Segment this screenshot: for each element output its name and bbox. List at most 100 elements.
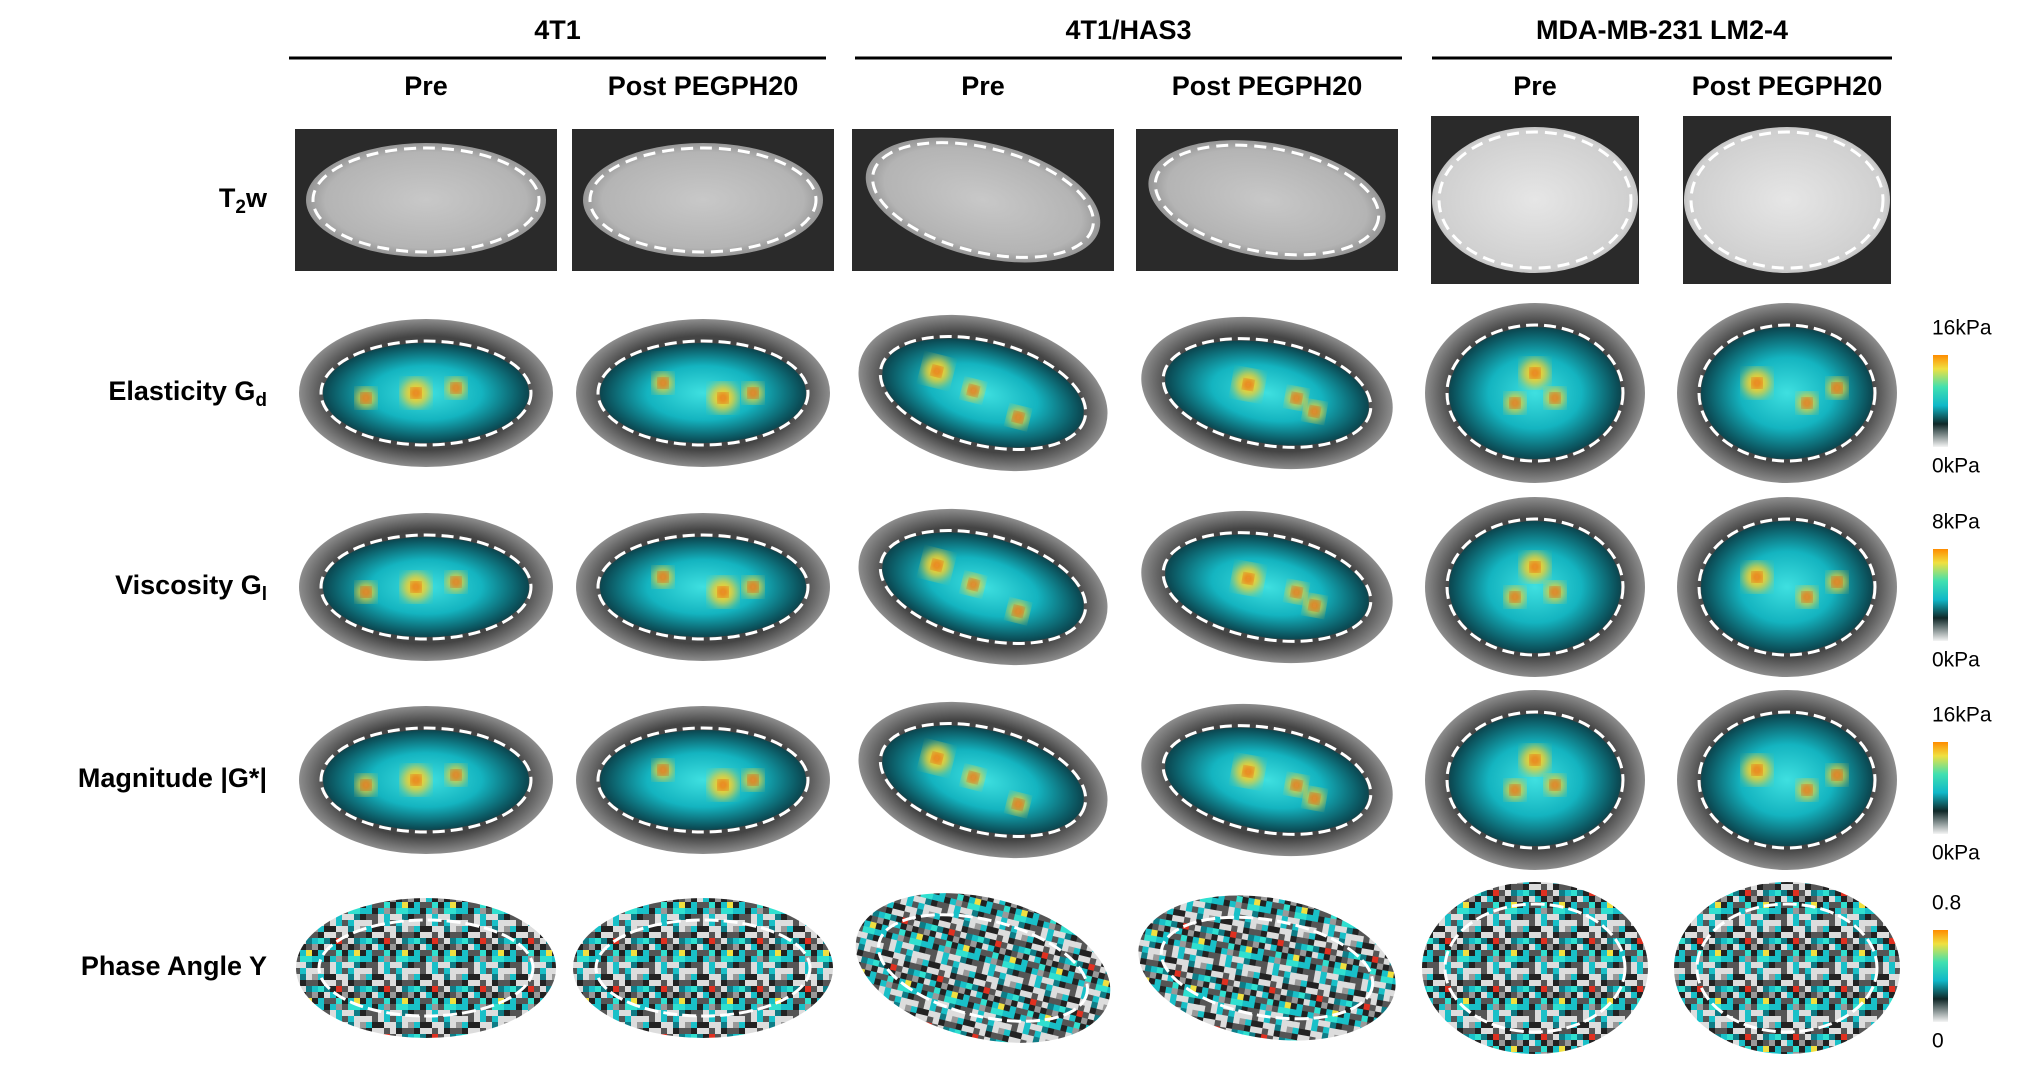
panel	[1141, 316, 1393, 470]
hot-spot-core	[748, 775, 758, 785]
phase-map	[1674, 882, 1900, 1054]
panel	[1677, 690, 1897, 870]
hot-spot-core	[1309, 406, 1320, 417]
hot-spot-core	[748, 582, 758, 592]
panel	[295, 129, 557, 271]
roi-outline	[1159, 915, 1375, 1021]
colorbar-max: 8kPa	[1932, 511, 1980, 534]
map	[1677, 690, 1897, 870]
roi-outline	[1445, 323, 1625, 463]
hot-spot-core	[748, 388, 758, 398]
hot-spot-core	[361, 393, 371, 403]
hot-spot-core	[1013, 606, 1024, 617]
hot-spot-core	[1550, 780, 1560, 790]
hot-spot-core	[411, 388, 421, 398]
map	[1141, 510, 1393, 664]
roi-outline	[596, 726, 810, 834]
colorbar	[1933, 549, 1948, 641]
tumor	[1432, 127, 1638, 273]
roi-outline	[317, 918, 535, 1018]
hot-spot-core	[1832, 383, 1842, 393]
hot-spot-core	[1291, 780, 1302, 791]
tumor-body	[1684, 127, 1890, 273]
panel	[299, 513, 553, 661]
hot-spot-core	[1243, 379, 1254, 390]
hot-spot-core	[1510, 398, 1520, 408]
panel	[855, 893, 1111, 1043]
hot-spot-core	[931, 753, 942, 764]
group-label: 4T1	[534, 15, 581, 45]
roi-outline	[1695, 902, 1879, 1034]
roi-outline	[588, 146, 818, 254]
map	[576, 319, 830, 467]
tumor-body	[865, 137, 1101, 263]
roi-outline	[594, 918, 812, 1018]
panel	[1431, 116, 1639, 284]
panel	[296, 898, 556, 1038]
roi-outline	[1697, 517, 1877, 657]
map	[1677, 497, 1897, 677]
roi-outline	[1697, 710, 1877, 850]
map	[299, 319, 553, 467]
hot-spot-core	[931, 366, 942, 377]
hot-spot-core	[931, 560, 942, 571]
map-body	[600, 343, 806, 443]
colorbar-min: 0kPa	[1932, 455, 1980, 478]
map-body	[600, 537, 806, 637]
hot-spot-core	[718, 393, 728, 403]
row-label-suffix: w	[245, 183, 268, 213]
hot-spot-core	[1530, 368, 1540, 378]
roi-outline	[1689, 130, 1885, 270]
panel	[858, 701, 1108, 859]
map	[296, 898, 556, 1038]
map-body	[1701, 714, 1873, 846]
roi-outline	[878, 335, 1088, 451]
map	[576, 513, 830, 661]
roi-outline	[1161, 337, 1373, 449]
hot-spot-core	[451, 770, 461, 780]
colorbar-min: 0	[1932, 1030, 1944, 1053]
panel	[858, 508, 1108, 666]
map	[858, 314, 1108, 472]
roi-outline	[596, 339, 810, 447]
hot-spot-core	[1291, 393, 1302, 404]
hot-spot-core	[361, 780, 371, 790]
hot-spot-core	[1802, 398, 1812, 408]
hot-spot-core	[1243, 766, 1254, 777]
hot-spot-core	[451, 577, 461, 587]
map	[1425, 497, 1645, 677]
row-label-text: T	[219, 183, 236, 213]
map	[576, 706, 830, 854]
roi-outline	[1445, 710, 1625, 850]
panel	[1141, 510, 1393, 664]
condition-label: Pre	[961, 71, 1005, 101]
roi-outline	[1443, 902, 1627, 1034]
condition-label: Post PEGPH20	[1172, 71, 1363, 101]
panel	[573, 898, 833, 1038]
hot-spot-core	[1291, 587, 1302, 598]
hot-spot-core	[1510, 592, 1520, 602]
hot-spot-core	[411, 582, 421, 592]
panel	[576, 319, 830, 467]
hot-spot-core	[968, 772, 979, 783]
panel	[1677, 497, 1897, 677]
map	[1141, 703, 1393, 857]
hot-spot-core	[1530, 562, 1540, 572]
roi-outline	[319, 339, 533, 447]
map-body	[1701, 521, 1873, 653]
tumor	[583, 143, 823, 257]
row-label-text: Magnitude |G*|	[78, 763, 267, 793]
tumor-body	[583, 143, 823, 257]
tumor-body	[1432, 127, 1638, 273]
panel	[1136, 129, 1398, 271]
tumor	[1148, 140, 1386, 260]
map	[299, 706, 553, 854]
colorbar	[1933, 930, 1948, 1022]
map	[1138, 895, 1396, 1041]
roi-outline	[878, 722, 1088, 838]
figure-layer: 4T1 Pre Post PEGPH20 4T1/HAS3 Pre Post PEGPH2…	[78, 15, 1992, 1054]
roi-outline	[319, 726, 533, 834]
hot-spot-core	[1013, 799, 1024, 810]
